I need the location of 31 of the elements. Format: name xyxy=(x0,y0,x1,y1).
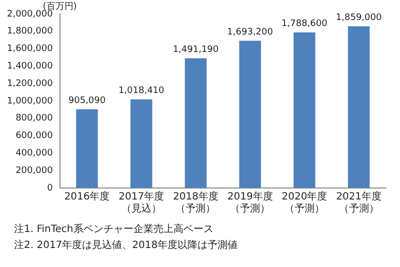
y-tick-label: 2,000,000 xyxy=(6,9,54,20)
y-tick-label: 0 xyxy=(47,183,54,194)
y-tick-label: 1,800,000 xyxy=(6,26,54,37)
x-tick-label: 2017年度（見込） xyxy=(118,190,164,215)
y-tick-label: 600,000 xyxy=(16,131,54,142)
y-tick-label: 1,000,000 xyxy=(6,96,54,106)
y-tick-label: 400,000 xyxy=(16,148,54,159)
text: 注2. 2017年度は見込値、2018年度以降は予測値 xyxy=(14,238,239,253)
bar xyxy=(294,32,316,188)
data-label: 1,859,000 xyxy=(336,13,382,24)
bar xyxy=(348,26,370,188)
x-tick-label: 2018年度（予測） xyxy=(172,190,218,215)
x-tick-label: 2021年度（予測） xyxy=(336,190,382,215)
x-tick-label: 2016年度 xyxy=(64,190,110,203)
text: 注1. FinTech系ベンチャー企業売上高ベース xyxy=(14,222,214,237)
x-tick-label: 2019年度（予測） xyxy=(227,190,273,215)
y-tick-label: 200,000 xyxy=(16,166,54,176)
y-tick-label: 1,200,000 xyxy=(6,78,54,89)
bar xyxy=(130,99,152,188)
bar xyxy=(184,58,207,188)
data-label: 1,018,410 xyxy=(118,86,165,96)
y-tick-label: 1,400,000 xyxy=(6,62,54,72)
data-label: 905,090 xyxy=(68,96,106,106)
y-tick-label: 1,600,000 xyxy=(6,44,54,54)
bar xyxy=(239,40,261,188)
data-label: 1,693,200 xyxy=(227,28,274,38)
data-label: 1,491,190 xyxy=(172,45,219,56)
x-tick-label: 2020年度（予測） xyxy=(282,190,328,215)
y-tick-label: 800,000 xyxy=(16,114,54,124)
data-label: 1,788,600 xyxy=(282,19,328,30)
bar xyxy=(76,109,98,188)
